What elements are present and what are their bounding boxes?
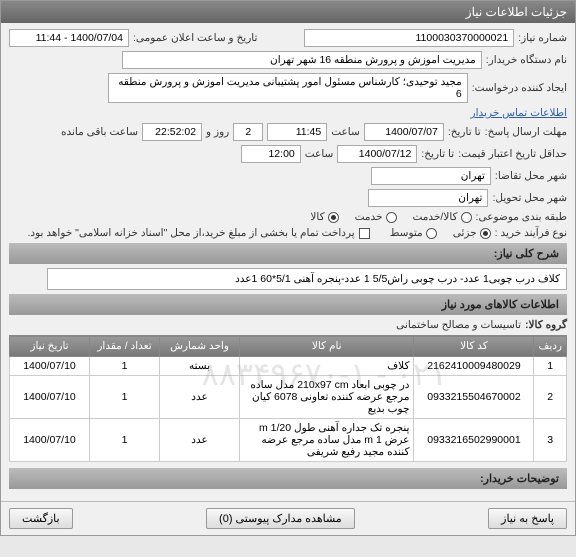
cat-radio-1[interactable] xyxy=(386,212,397,223)
creator-label: ایجاد کننده درخواست: xyxy=(472,82,567,94)
cell-name: پنجره تک جداره آهنی طول 1/20 m عرض 1 m م… xyxy=(240,419,414,462)
th-name: نام کالا xyxy=(240,336,414,357)
pay-chk-label: پرداخت تمام یا بخشی از مبلغ خرید،از محل … xyxy=(28,227,355,239)
cell-unit: عدد xyxy=(160,376,240,419)
req-no-label: شماره نیاز: xyxy=(518,32,567,44)
proc-opt-1: متوسط xyxy=(390,227,423,239)
buyer-notes-label: توضیحات خریدار: xyxy=(9,468,567,489)
window-title: جزئیات اطلاعات نیاز xyxy=(466,5,567,19)
valid-date: 1400/07/12 xyxy=(337,145,417,163)
cell-date: 1400/07/10 xyxy=(10,419,90,462)
deadline-time: 11:45 xyxy=(267,123,327,141)
deadline-date: 1400/07/07 xyxy=(364,123,444,141)
items-section: اطلاعات کالاهای مورد نیاز xyxy=(9,294,567,315)
deadline-to: تا تاریخ: xyxy=(448,126,481,138)
pay-check[interactable] xyxy=(359,228,370,239)
cell-qty: 1 xyxy=(90,376,160,419)
th-date: تاریخ نیاز xyxy=(10,336,90,357)
th-unit: واحد شمارش xyxy=(160,336,240,357)
cat-opt-0: کالا/خدمت xyxy=(413,211,458,223)
table-row: 20933215504670002در چوبی ابعاد 210x97 cm… xyxy=(10,376,567,419)
cell-code: 0933215504670002 xyxy=(414,376,534,419)
proc-opt-0: جزئی xyxy=(453,227,477,239)
valid-to: تا تاریخ: xyxy=(421,148,454,160)
time-lbl-2: ساعت xyxy=(305,148,334,160)
cat-radio-0[interactable] xyxy=(461,212,472,223)
cell-code: 2162410009480029 xyxy=(414,357,534,376)
city-del-value: تهران xyxy=(368,189,488,207)
proc-radios: جزئی متوسط xyxy=(390,227,491,239)
city-req-label: شهر محل تقاضا: xyxy=(495,170,567,182)
reply-button[interactable]: پاسخ به نیاز xyxy=(488,508,567,529)
cell-unit: عدد xyxy=(160,419,240,462)
cell-idx: 1 xyxy=(534,357,567,376)
deadline-label: مهلت ارسال پاسخ: xyxy=(485,126,567,138)
city-req-value: تهران xyxy=(371,167,491,185)
th-idx: ردیف xyxy=(534,336,567,357)
window: جزئیات اطلاعات نیاز شماره نیاز: 11000303… xyxy=(0,0,576,536)
th-qty: تعداد / مقدار xyxy=(90,336,160,357)
remain-days: 2 xyxy=(233,123,263,141)
remain-day-lbl: روز و xyxy=(206,126,229,138)
valid-label: حداقل تاریخ اعتبار قیمت: xyxy=(458,148,567,160)
city-del-label: شهر محل تحویل: xyxy=(492,192,567,204)
buyer-label: نام دستگاه خریدار: xyxy=(486,54,567,66)
proc-label: نوع فرآیند خرید : xyxy=(495,227,567,239)
remain-time: 22:52:02 xyxy=(142,123,202,141)
ann-dt-value: 1400/07/04 - 11:44 xyxy=(9,29,129,47)
cell-code: 0933216502990001 xyxy=(414,419,534,462)
cell-qty: 1 xyxy=(90,357,160,376)
close-button[interactable]: بازگشت xyxy=(9,508,73,529)
desc-text: کلاف درب چوبی1 عدد- درب چوبی راش5/5 1 عد… xyxy=(47,268,567,290)
cell-name: کلاف xyxy=(240,357,414,376)
cat-label: طبقه بندی موضوعی: xyxy=(476,211,567,223)
group-label: گروه کالا: xyxy=(525,319,567,331)
cell-idx: 2 xyxy=(534,376,567,419)
table-row: 30933216502990001پنجره تک جداره آهنی طول… xyxy=(10,419,567,462)
content: شماره نیاز: 1100030370000021 تاریخ و ساع… xyxy=(1,23,575,495)
ann-dt-label: تاریخ و ساعت اعلان عمومی: xyxy=(133,32,257,44)
desc-section: شرح کلی نیاز: xyxy=(9,243,567,264)
cell-unit: بسته xyxy=(160,357,240,376)
buyer-value: مدیریت اموزش و پرورش منطقه 16 شهر تهران xyxy=(122,51,482,69)
cat-opt-1: خدمت xyxy=(355,211,383,223)
proc-radio-0[interactable] xyxy=(480,228,491,239)
cell-date: 1400/07/10 xyxy=(10,357,90,376)
cat-radio-2[interactable] xyxy=(328,212,339,223)
table-row: 12162410009480029کلافبسته11400/07/10 xyxy=(10,357,567,376)
cell-qty: 1 xyxy=(90,419,160,462)
cell-idx: 3 xyxy=(534,419,567,462)
titlebar: جزئیات اطلاعات نیاز xyxy=(1,1,575,23)
items-table: ردیف کد کالا نام کالا واحد شمارش تعداد /… xyxy=(9,335,567,462)
cat-opt-2: کالا xyxy=(310,211,324,223)
valid-time: 12:00 xyxy=(241,145,301,163)
req-no-value: 1100030370000021 xyxy=(304,29,514,47)
cell-date: 1400/07/10 xyxy=(10,376,90,419)
attach-button[interactable]: مشاهده مدارک پیوستی (0) xyxy=(206,508,355,529)
contact-link[interactable]: اطلاعات تماس خریدار xyxy=(471,107,567,119)
creator-value: مجید توحیدی؛ کارشناس مسئول امور پشتیبانی… xyxy=(108,73,468,103)
cell-name: در چوبی ابعاد 210x97 cm مدل ساده مرجع عر… xyxy=(240,376,414,419)
cat-radios: کالا/خدمت خدمت کالا xyxy=(310,211,471,223)
group-value: تاسیسات و مصالح ساختمانی xyxy=(396,319,521,331)
proc-radio-1[interactable] xyxy=(426,228,437,239)
table-header-row: ردیف کد کالا نام کالا واحد شمارش تعداد /… xyxy=(10,336,567,357)
th-code: کد کالا xyxy=(414,336,534,357)
remain-lbl: ساعت باقی مانده xyxy=(61,126,138,138)
footer: پاسخ به نیاز مشاهده مدارک پیوستی (0) باز… xyxy=(1,501,575,535)
time-lbl-1: ساعت xyxy=(331,126,360,138)
